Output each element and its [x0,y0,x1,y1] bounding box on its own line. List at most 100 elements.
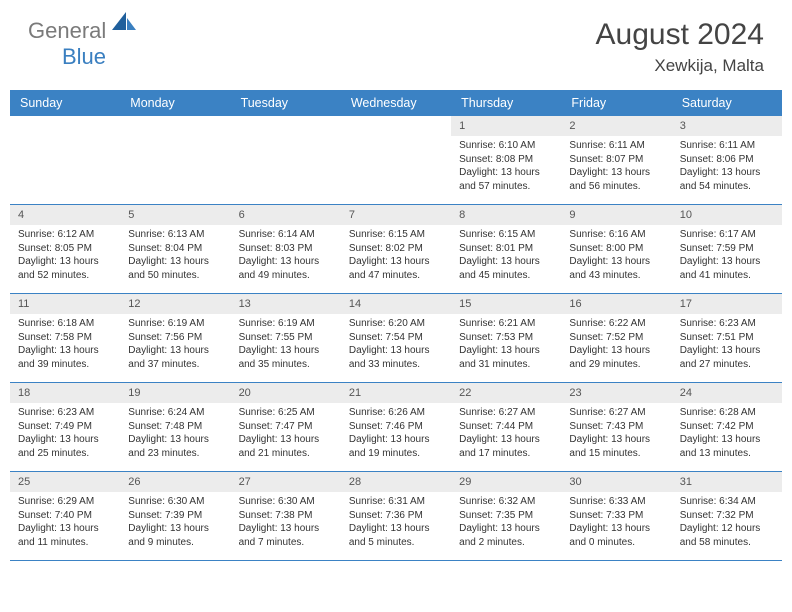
day-details: Sunrise: 6:13 AMSunset: 8:04 PMDaylight:… [120,225,230,288]
sunrise-text: Sunrise: 6:12 AM [18,228,112,242]
day-number [120,116,230,136]
sunrise-text: Sunrise: 6:23 AM [680,317,774,331]
day-number: 11 [10,294,120,314]
day-number: 24 [672,383,782,403]
calendar-cell: 22Sunrise: 6:27 AMSunset: 7:44 PMDayligh… [451,383,561,471]
day-details: Sunrise: 6:11 AMSunset: 8:07 PMDaylight:… [561,136,671,199]
calendar-cell [231,116,341,204]
calendar-body: 1Sunrise: 6:10 AMSunset: 8:08 PMDaylight… [10,116,782,561]
daylight-text: Daylight: 13 hours and 39 minutes. [18,344,112,371]
sunrise-text: Sunrise: 6:34 AM [680,495,774,509]
location-label: Xewkija, Malta [596,56,764,76]
sunrise-text: Sunrise: 6:32 AM [459,495,553,509]
day-number: 15 [451,294,561,314]
calendar-day-header: Sunday Monday Tuesday Wednesday Thursday… [10,90,782,116]
day-name: Sunday [10,90,120,116]
day-name: Saturday [672,90,782,116]
day-number: 23 [561,383,671,403]
calendar-cell: 15Sunrise: 6:21 AMSunset: 7:53 PMDayligh… [451,294,561,382]
day-number: 6 [231,205,341,225]
calendar-cell: 28Sunrise: 6:31 AMSunset: 7:36 PMDayligh… [341,472,451,560]
sunset-text: Sunset: 8:07 PM [569,153,663,167]
daylight-text: Daylight: 13 hours and 0 minutes. [569,522,663,549]
calendar: Sunday Monday Tuesday Wednesday Thursday… [10,90,782,561]
sunrise-text: Sunrise: 6:30 AM [239,495,333,509]
calendar-cell: 23Sunrise: 6:27 AMSunset: 7:43 PMDayligh… [561,383,671,471]
sunset-text: Sunset: 8:06 PM [680,153,774,167]
sunset-text: Sunset: 8:03 PM [239,242,333,256]
sunset-text: Sunset: 7:38 PM [239,509,333,523]
day-number: 29 [451,472,561,492]
day-details: Sunrise: 6:28 AMSunset: 7:42 PMDaylight:… [672,403,782,466]
calendar-cell: 26Sunrise: 6:30 AMSunset: 7:39 PMDayligh… [120,472,230,560]
sunrise-text: Sunrise: 6:18 AM [18,317,112,331]
calendar-cell: 2Sunrise: 6:11 AMSunset: 8:07 PMDaylight… [561,116,671,204]
calendar-cell [120,116,230,204]
sunset-text: Sunset: 7:35 PM [459,509,553,523]
sunrise-text: Sunrise: 6:13 AM [128,228,222,242]
day-name: Monday [120,90,230,116]
sunset-text: Sunset: 7:48 PM [128,420,222,434]
sunset-text: Sunset: 7:47 PM [239,420,333,434]
daylight-text: Daylight: 13 hours and 47 minutes. [349,255,443,282]
day-number: 13 [231,294,341,314]
calendar-cell: 3Sunrise: 6:11 AMSunset: 8:06 PMDaylight… [672,116,782,204]
daylight-text: Daylight: 13 hours and 7 minutes. [239,522,333,549]
day-number: 14 [341,294,451,314]
calendar-cell: 10Sunrise: 6:17 AMSunset: 7:59 PMDayligh… [672,205,782,293]
calendar-week: 18Sunrise: 6:23 AMSunset: 7:49 PMDayligh… [10,383,782,472]
sunset-text: Sunset: 8:05 PM [18,242,112,256]
sunset-text: Sunset: 7:55 PM [239,331,333,345]
day-details: Sunrise: 6:19 AMSunset: 7:56 PMDaylight:… [120,314,230,377]
day-details: Sunrise: 6:32 AMSunset: 7:35 PMDaylight:… [451,492,561,555]
calendar-week: 11Sunrise: 6:18 AMSunset: 7:58 PMDayligh… [10,294,782,383]
daylight-text: Daylight: 13 hours and 11 minutes. [18,522,112,549]
sunset-text: Sunset: 7:33 PM [569,509,663,523]
day-number: 3 [672,116,782,136]
day-number: 7 [341,205,451,225]
calendar-cell: 31Sunrise: 6:34 AMSunset: 7:32 PMDayligh… [672,472,782,560]
sunset-text: Sunset: 8:02 PM [349,242,443,256]
calendar-cell: 7Sunrise: 6:15 AMSunset: 8:02 PMDaylight… [341,205,451,293]
day-details: Sunrise: 6:23 AMSunset: 7:51 PMDaylight:… [672,314,782,377]
daylight-text: Daylight: 13 hours and 25 minutes. [18,433,112,460]
calendar-cell: 29Sunrise: 6:32 AMSunset: 7:35 PMDayligh… [451,472,561,560]
day-number [231,116,341,136]
day-details: Sunrise: 6:27 AMSunset: 7:44 PMDaylight:… [451,403,561,466]
calendar-cell: 4Sunrise: 6:12 AMSunset: 8:05 PMDaylight… [10,205,120,293]
calendar-cell: 27Sunrise: 6:30 AMSunset: 7:38 PMDayligh… [231,472,341,560]
day-details: Sunrise: 6:29 AMSunset: 7:40 PMDaylight:… [10,492,120,555]
sunrise-text: Sunrise: 6:27 AM [569,406,663,420]
sunrise-text: Sunrise: 6:11 AM [569,139,663,153]
day-details: Sunrise: 6:30 AMSunset: 7:38 PMDaylight:… [231,492,341,555]
sunset-text: Sunset: 7:53 PM [459,331,553,345]
day-number: 25 [10,472,120,492]
day-details: Sunrise: 6:18 AMSunset: 7:58 PMDaylight:… [10,314,120,377]
day-name: Tuesday [231,90,341,116]
day-number: 30 [561,472,671,492]
daylight-text: Daylight: 13 hours and 35 minutes. [239,344,333,371]
daylight-text: Daylight: 13 hours and 23 minutes. [128,433,222,460]
title-block: August 2024 Xewkija, Malta [596,18,764,76]
sunrise-text: Sunrise: 6:25 AM [239,406,333,420]
daylight-text: Daylight: 13 hours and 49 minutes. [239,255,333,282]
sunset-text: Sunset: 7:49 PM [18,420,112,434]
sunrise-text: Sunrise: 6:27 AM [459,406,553,420]
sunrise-text: Sunrise: 6:22 AM [569,317,663,331]
sunset-text: Sunset: 7:44 PM [459,420,553,434]
day-number: 1 [451,116,561,136]
sunrise-text: Sunrise: 6:30 AM [128,495,222,509]
calendar-cell: 17Sunrise: 6:23 AMSunset: 7:51 PMDayligh… [672,294,782,382]
daylight-text: Daylight: 13 hours and 9 minutes. [128,522,222,549]
calendar-cell: 1Sunrise: 6:10 AMSunset: 8:08 PMDaylight… [451,116,561,204]
day-details: Sunrise: 6:15 AMSunset: 8:02 PMDaylight:… [341,225,451,288]
daylight-text: Daylight: 13 hours and 57 minutes. [459,166,553,193]
daylight-text: Daylight: 13 hours and 15 minutes. [569,433,663,460]
sunset-text: Sunset: 7:46 PM [349,420,443,434]
sunset-text: Sunset: 7:51 PM [680,331,774,345]
daylight-text: Daylight: 13 hours and 29 minutes. [569,344,663,371]
day-details: Sunrise: 6:25 AMSunset: 7:47 PMDaylight:… [231,403,341,466]
sunrise-text: Sunrise: 6:11 AM [680,139,774,153]
day-number: 26 [120,472,230,492]
day-details: Sunrise: 6:16 AMSunset: 8:00 PMDaylight:… [561,225,671,288]
